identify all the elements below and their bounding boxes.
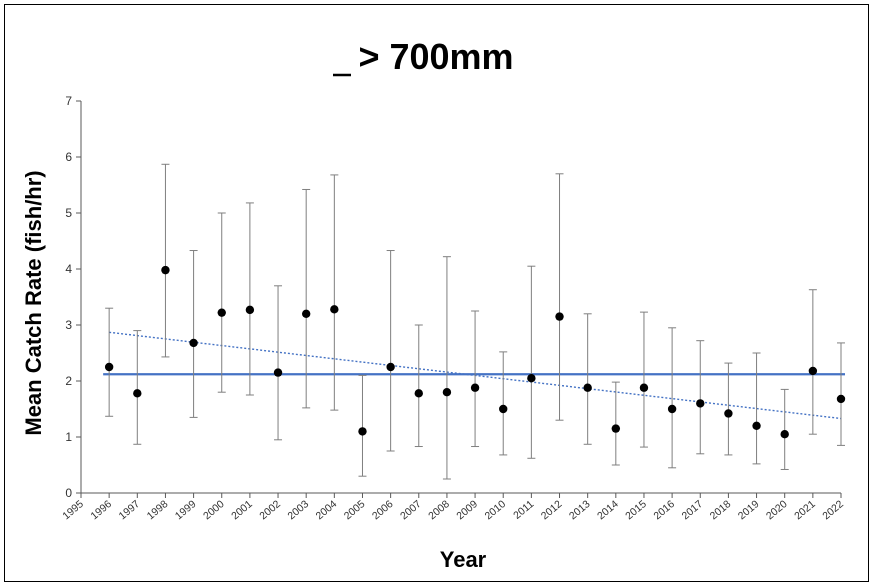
y-tick-labels: 0 1 2 3 4 5 6 7 <box>65 94 72 500</box>
data-point-2020 <box>780 430 789 439</box>
x-tick-label: 2006 <box>370 498 396 522</box>
x-tick-label: 2014 <box>595 498 621 522</box>
x-tick-label: 2021 <box>792 498 818 522</box>
data-point-2016 <box>667 404 677 414</box>
x-tick-label: 2007 <box>398 498 424 522</box>
x-tick-label: 1998 <box>145 498 171 522</box>
x-tick-label: 2008 <box>426 498 452 522</box>
data-points <box>104 265 846 439</box>
x-tick-label: 2009 <box>454 498 480 522</box>
x-tick-label: 1996 <box>88 498 114 522</box>
x-tick-label: 2016 <box>651 498 677 522</box>
x-tick-label: 2011 <box>511 498 536 522</box>
data-point-2013 <box>583 383 592 392</box>
data-point-2006 <box>386 362 395 372</box>
axes <box>76 100 842 498</box>
x-tick-label: 2005 <box>342 498 368 522</box>
y-tick-label: 0 <box>65 486 72 500</box>
data-point-1996 <box>104 362 114 372</box>
data-point-2005 <box>358 427 367 436</box>
y-tick-label: 1 <box>65 430 72 444</box>
data-point-2004 <box>330 305 339 314</box>
x-tick-label: 2019 <box>736 498 762 522</box>
data-point-2018 <box>724 409 733 418</box>
data-point-2010 <box>499 404 508 414</box>
x-tick-label: 2010 <box>483 498 509 522</box>
data-point-1997 <box>133 389 142 398</box>
chart-title: > 700mm <box>358 36 513 77</box>
x-tick-label: 2022 <box>820 498 846 522</box>
y-tick-label: 5 <box>65 206 72 220</box>
data-point-1999 <box>189 338 198 348</box>
x-tick-label: 1997 <box>117 498 143 522</box>
y-tick-label: 3 <box>65 318 72 332</box>
x-tick-labels: 1995 1996 1997 1998 1999 2000 2001 2002 2003 2004… <box>60 498 846 522</box>
x-tick-label: 2013 <box>567 498 593 522</box>
data-point-2009 <box>470 383 480 392</box>
data-point-1998 <box>161 265 170 275</box>
x-tick-label: 1995 <box>60 498 86 522</box>
data-point-2019 <box>752 421 761 430</box>
x-tick-label: 2018 <box>708 498 734 522</box>
data-point-2015 <box>639 383 649 392</box>
y-tick-label: 2 <box>65 374 72 388</box>
x-tick-label: 2020 <box>764 498 790 522</box>
data-point-2003 <box>301 309 311 318</box>
data-point-2000 <box>217 308 226 317</box>
data-point-2002 <box>273 368 283 377</box>
data-point-2001 <box>245 305 255 315</box>
data-point-2012 <box>555 312 564 321</box>
x-tick-label: 2003 <box>286 498 312 522</box>
y-axis-title: Mean Catch Rate (fish/hr) <box>21 170 46 435</box>
x-tick-label: 2017 <box>680 498 706 522</box>
data-point-2014 <box>611 424 621 433</box>
y-tick-label: 7 <box>65 94 72 108</box>
data-point-2022 <box>836 394 846 404</box>
data-point-2008 <box>442 388 452 397</box>
x-tick-label: 2012 <box>539 498 565 522</box>
y-tick-label: 6 <box>65 150 72 164</box>
x-tick-label: 2002 <box>257 498 283 522</box>
x-tick-label: 2004 <box>314 498 340 522</box>
data-point-2007 <box>414 389 423 398</box>
x-tick-label: 1999 <box>173 498 199 522</box>
y-tick-label: 4 <box>65 262 72 276</box>
x-axis-title: Year <box>440 547 487 572</box>
x-tick-label: 2000 <box>201 498 227 522</box>
data-point-2021 <box>808 366 818 376</box>
data-point-2017 <box>696 399 705 408</box>
x-tick-label: 2001 <box>229 498 255 522</box>
x-tick-label: 2015 <box>623 498 649 522</box>
error-bars <box>105 163 845 480</box>
data-point-2011 <box>527 374 536 383</box>
